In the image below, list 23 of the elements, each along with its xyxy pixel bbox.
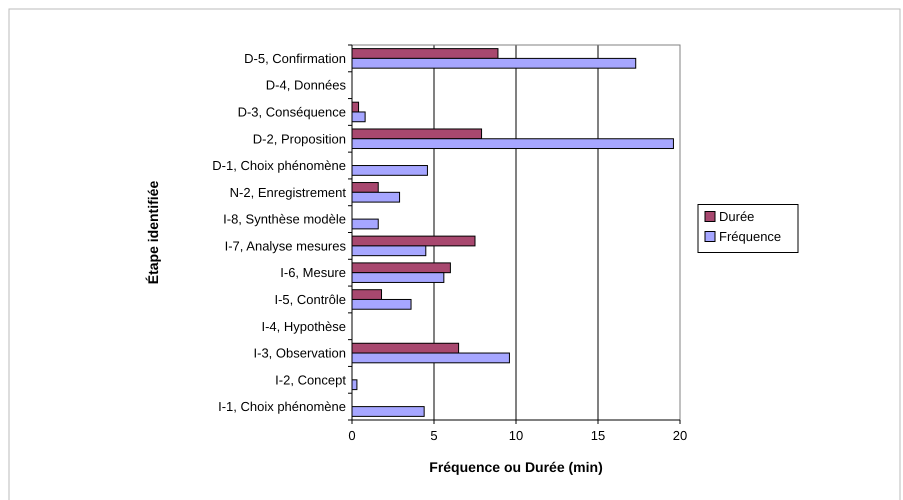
x-tick-label: 20	[672, 428, 688, 443]
y-tick-label: I-4, Hypothèse	[261, 318, 346, 334]
legend-label: Durée	[719, 209, 754, 224]
x-tick-label: 10	[508, 428, 524, 443]
y-tick-label: D-1, Choix phénomène	[212, 158, 346, 174]
y-tick-label: I-5, Contrôle	[274, 292, 346, 308]
y-tick-label: N-2, Enregistrement	[230, 184, 346, 200]
x-tick-label: 15	[590, 428, 606, 443]
y-tick-label: D-2, Proposition	[252, 131, 346, 146]
x-axis-title: Fréquence ou Durée (min)	[429, 459, 603, 475]
y-axis-title: Étape identifiée	[145, 180, 161, 284]
y-tick-label: I-3, Observation	[254, 346, 346, 361]
y-tick-label: D-5, Confirmation	[244, 50, 346, 66]
x-tick-label: 5	[430, 428, 438, 443]
y-tick-label: D-4, Données	[266, 78, 346, 93]
y-tick-label: I-1, Choix phénomène	[218, 399, 346, 414]
y-tick-label: I-6, Mesure	[280, 265, 346, 280]
y-tick-label: I-7, Analyse mesures	[224, 238, 346, 254]
y-tick-label: D-3, Conséquence	[238, 104, 346, 120]
y-tick-label: I-8, Synthèse modèle	[223, 212, 346, 227]
x-tick-label: 0	[348, 428, 356, 443]
y-tick-label: I-2, Concept	[275, 372, 346, 388]
legend-label: Fréquence	[719, 229, 782, 244]
